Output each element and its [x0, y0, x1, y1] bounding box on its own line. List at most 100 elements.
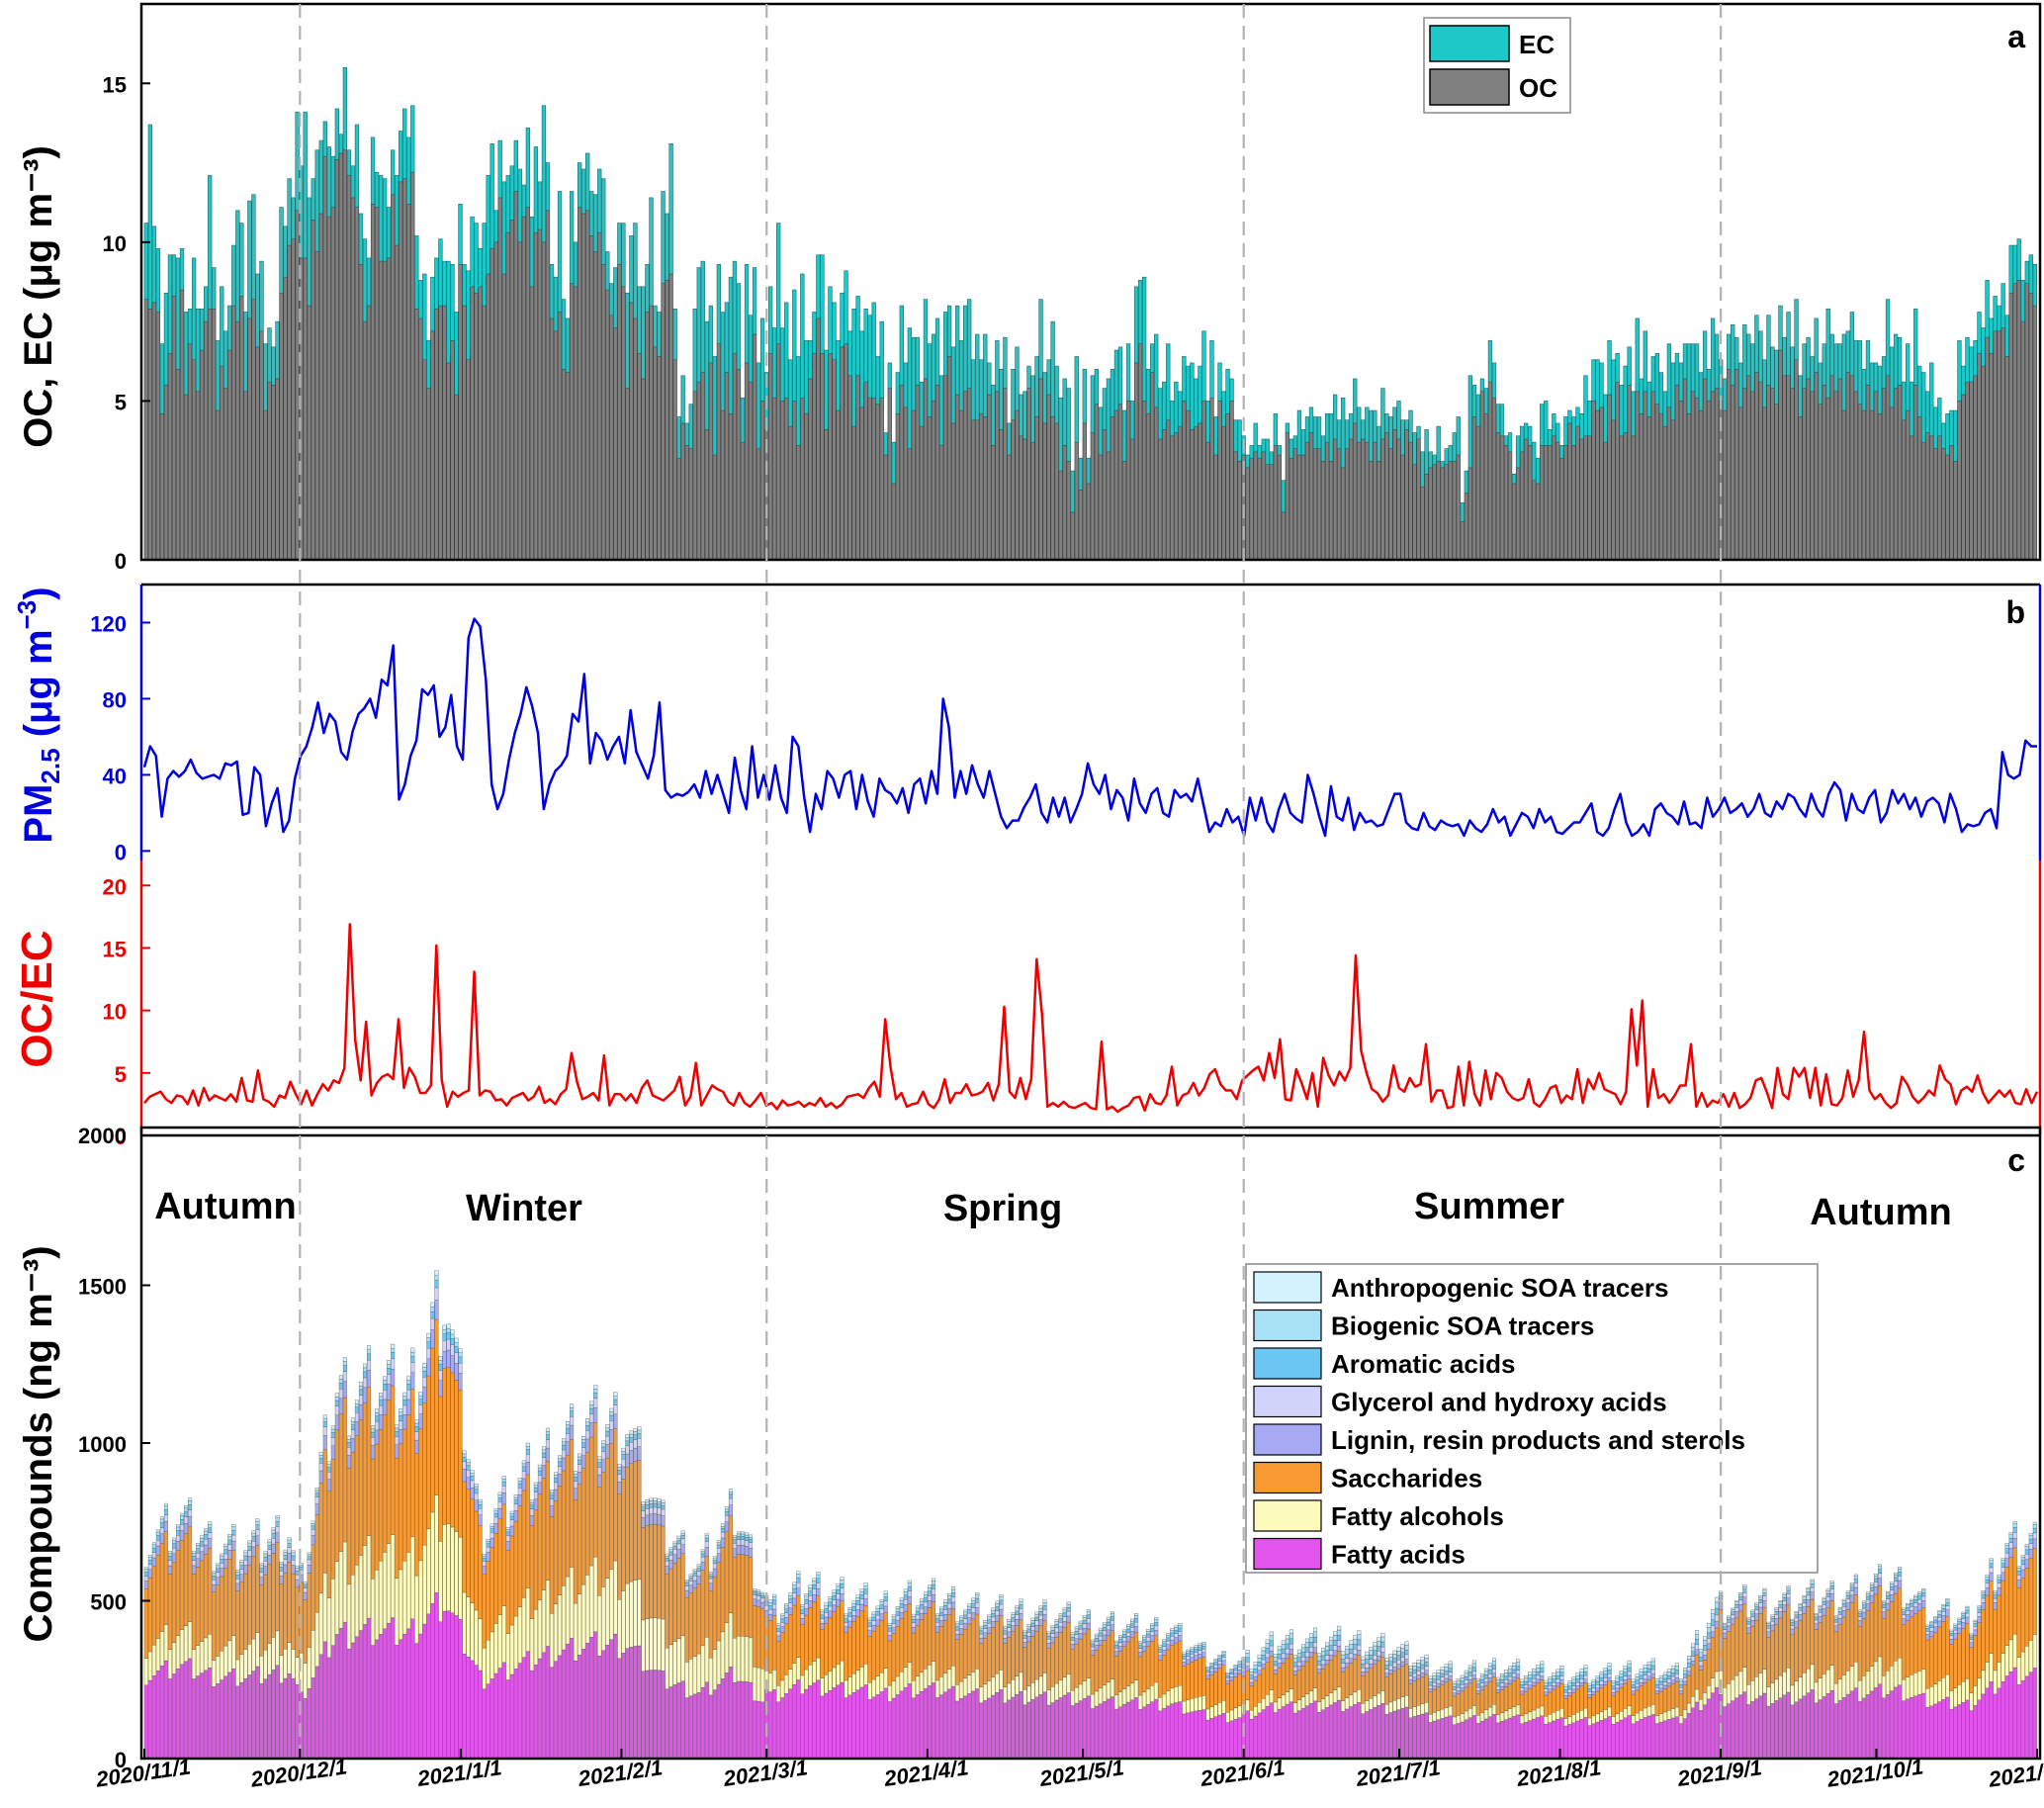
compound-bar-segment — [1699, 1710, 1704, 1760]
compound-bar-segment — [1524, 1687, 1529, 1692]
compound-bar-segment — [605, 1444, 610, 1459]
ec-bar — [911, 336, 917, 411]
compound-bar-segment — [672, 1554, 677, 1564]
compound-bar-segment — [1086, 1677, 1091, 1696]
compound-bar-segment — [1508, 1666, 1513, 1670]
compound-bar-segment — [1205, 1672, 1210, 1675]
compound-bar-segment — [1587, 1725, 1592, 1760]
compound-bar-segment — [239, 1582, 244, 1655]
season-autumn-2: Autumn — [1810, 1192, 1952, 1233]
compound-bar-segment — [1961, 1701, 1966, 1760]
compound-bar-segment — [192, 1560, 197, 1567]
compound-bar-segment — [1170, 1630, 1175, 1634]
compound-bar-segment — [1341, 1651, 1346, 1656]
compound-bar-segment — [220, 1568, 224, 1578]
compound-bar-segment — [1353, 1649, 1358, 1655]
compound-bar-segment — [402, 1634, 407, 1760]
compound-bar-segment — [903, 1667, 908, 1688]
compound-bar-segment — [1949, 1638, 1954, 1645]
compound-bar-segment — [251, 1540, 256, 1548]
compound-bar-segment — [1138, 1645, 1143, 1649]
compound-bar-segment — [804, 1688, 809, 1760]
compound-bar-segment — [1337, 1640, 1342, 1647]
compound-bar-segment — [1106, 1698, 1111, 1760]
compound-bar-segment — [1321, 1709, 1326, 1760]
ec-bar — [1774, 349, 1779, 405]
compound-bar-segment — [712, 1577, 717, 1650]
ec-bar — [287, 178, 292, 246]
compound-bar-segment — [1711, 1631, 1716, 1639]
compound-bar-segment — [1646, 1715, 1651, 1760]
compound-bar-segment — [1373, 1655, 1377, 1661]
compound-bar-segment — [1941, 1677, 1946, 1700]
compound-bar-segment — [151, 1542, 156, 1545]
compound-bar-segment — [334, 1634, 339, 1760]
compound-bar-segment — [1662, 1681, 1667, 1686]
oc-bar — [358, 264, 364, 561]
compound-bar-segment — [1098, 1645, 1103, 1689]
compound-bar-segment — [489, 1526, 494, 1529]
compound-bar-segment — [712, 1568, 717, 1578]
compound-bar-segment — [1989, 1560, 1994, 1565]
compound-bar-segment — [1750, 1701, 1755, 1760]
compound-bar-segment — [1583, 1665, 1588, 1669]
pm25-ylabel-main: PM — [17, 784, 60, 844]
y-tick-label: 80 — [103, 687, 127, 712]
compound-bar-segment — [875, 1625, 880, 1676]
oc-bar — [537, 228, 543, 561]
compound-bar-segment — [1703, 1659, 1708, 1693]
oc-bar — [208, 308, 213, 561]
compound-bar-segment — [434, 1275, 439, 1281]
compound-bar-segment — [919, 1604, 924, 1609]
compound-bar-segment — [200, 1641, 205, 1673]
compound-bar-segment — [1190, 1698, 1195, 1712]
compound-bar-segment — [1019, 1619, 1023, 1673]
oc-bar — [1503, 445, 1509, 561]
compound-bar-segment — [1627, 1715, 1632, 1760]
compound-bar-segment — [1723, 1687, 1728, 1707]
compound-bar-segment — [1985, 1687, 1990, 1760]
compound-bar-segment — [720, 1525, 725, 1529]
compound-bar-segment — [283, 1649, 288, 1679]
compound-bar-segment — [1548, 1685, 1553, 1689]
compound-bar-segment — [800, 1613, 805, 1619]
compound-bar-segment — [1567, 1680, 1572, 1683]
compound-bar-segment — [1019, 1608, 1023, 1614]
compound-bar-segment — [334, 1405, 339, 1416]
compound-bar-segment — [1448, 1675, 1453, 1680]
ec-bar — [625, 292, 630, 389]
compound-bar-segment — [991, 1612, 996, 1618]
compound-bar-segment — [1882, 1697, 1887, 1760]
compound-bar-segment — [1770, 1682, 1775, 1704]
compound-bar-segment — [1715, 1687, 1720, 1760]
compound-bar-segment — [1471, 1660, 1476, 1665]
oc-bar — [1619, 435, 1624, 561]
compound-bar-segment — [1030, 1630, 1035, 1637]
ec-bar — [342, 66, 348, 151]
compound-bar-segment — [2012, 1521, 2017, 1524]
compound-bar-segment — [1424, 1670, 1429, 1675]
compound-bar-segment — [983, 1638, 988, 1684]
compound-bar-segment — [657, 1524, 662, 1619]
oc-bar — [1117, 404, 1123, 561]
compound-bar-segment — [367, 1349, 372, 1355]
compound-bar-segment — [1292, 1712, 1297, 1760]
ec-bar — [637, 286, 642, 354]
compound-bar-segment — [354, 1435, 359, 1566]
oc-bar — [167, 352, 173, 561]
compound-bar-segment — [1941, 1621, 1946, 1678]
compound-bar-segment — [1654, 1693, 1659, 1716]
compound-bar-segment — [1424, 1673, 1429, 1703]
compound-bar-segment — [375, 1420, 380, 1431]
compound-bar-segment — [275, 1542, 280, 1632]
compound-bar-segment — [2000, 1567, 2005, 1574]
compound-bar-segment — [633, 1439, 638, 1449]
compound-bar-segment — [1512, 1663, 1517, 1667]
oc-bar — [1945, 454, 1950, 561]
compound-bar-segment — [1913, 1594, 1918, 1597]
compound-bar-segment — [243, 1552, 248, 1557]
compound-bar-segment — [1380, 1651, 1385, 1658]
compound-bar-segment — [1587, 1697, 1592, 1719]
